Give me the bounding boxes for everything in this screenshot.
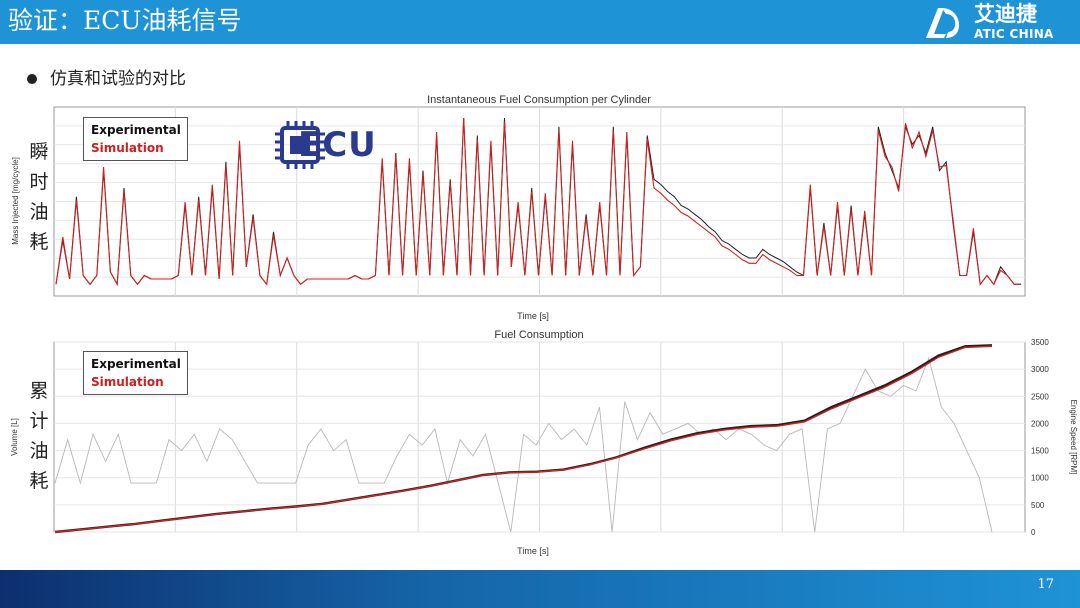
page-number: 17 <box>1037 577 1054 592</box>
chip-icon <box>275 121 325 169</box>
chart1-ylabel: Mass Injected [mg/cycle] <box>11 157 20 245</box>
ecu-logo-text: ECU <box>298 125 377 165</box>
chart-instantaneous-fuel: Instantaneous Fuel Consumption per Cylin… <box>11 94 1026 321</box>
chart-fuel-consumption: Fuel Consumption 0 500 1000 1500 2000 2500 300… <box>10 329 1078 556</box>
header-bar: 验证：ECU油耗信号 艾迪捷 ATIC CHINA <box>0 0 1080 44</box>
y2-tick-label: 1500 <box>1031 447 1049 456</box>
series-line-simulation <box>55 117 1021 287</box>
legend-simulation: Simulation <box>91 141 164 155</box>
y2-tick-label: 3500 <box>1031 338 1049 347</box>
brand-name-en: ATIC CHINA <box>974 27 1054 41</box>
chart1-xlabel: Time [s] <box>517 311 549 321</box>
chart2-legend: Experimental Simulation <box>83 351 188 395</box>
chart2-y2label: Engine Speed [RPM] <box>1069 400 1078 475</box>
y2-tick-label: 1000 <box>1031 474 1049 483</box>
y2-tick-label: 2500 <box>1031 392 1049 401</box>
y2-tick-label: 0 <box>1031 528 1036 537</box>
bullet-text: 仿真和试验的对比 <box>50 69 186 89</box>
chart2-xlabel: Time [s] <box>517 546 549 556</box>
side-label-instantaneous: 瞬时油耗 <box>29 141 49 253</box>
series-line-simulation <box>54 345 993 533</box>
legend-simulation: Simulation <box>91 375 164 389</box>
y2-tick-label: 500 <box>1031 501 1045 510</box>
chart1-legend: Experimental Simulation <box>83 117 188 161</box>
atic-logo-icon <box>926 8 960 38</box>
bullet-icon <box>27 74 37 84</box>
series-line-engine-speed <box>54 356 993 533</box>
brand-name-cn: 艾迪捷 <box>974 2 1037 26</box>
side-label-cumulative: 累计油耗 <box>29 380 49 492</box>
legend-experimental: Experimental <box>91 357 181 371</box>
legend-experimental: Experimental <box>91 123 181 137</box>
page-title: 验证：ECU油耗信号 <box>8 6 242 35</box>
chart1-title: Instantaneous Fuel Consumption per Cylin… <box>427 94 651 106</box>
y2-tick-label: 2000 <box>1031 419 1049 428</box>
chart2-title: Fuel Consumption <box>494 329 583 341</box>
y2-tick-label: 3000 <box>1031 365 1049 374</box>
footer-bar <box>0 570 1080 608</box>
chart2-ylabel: Volume [L] <box>10 418 19 456</box>
